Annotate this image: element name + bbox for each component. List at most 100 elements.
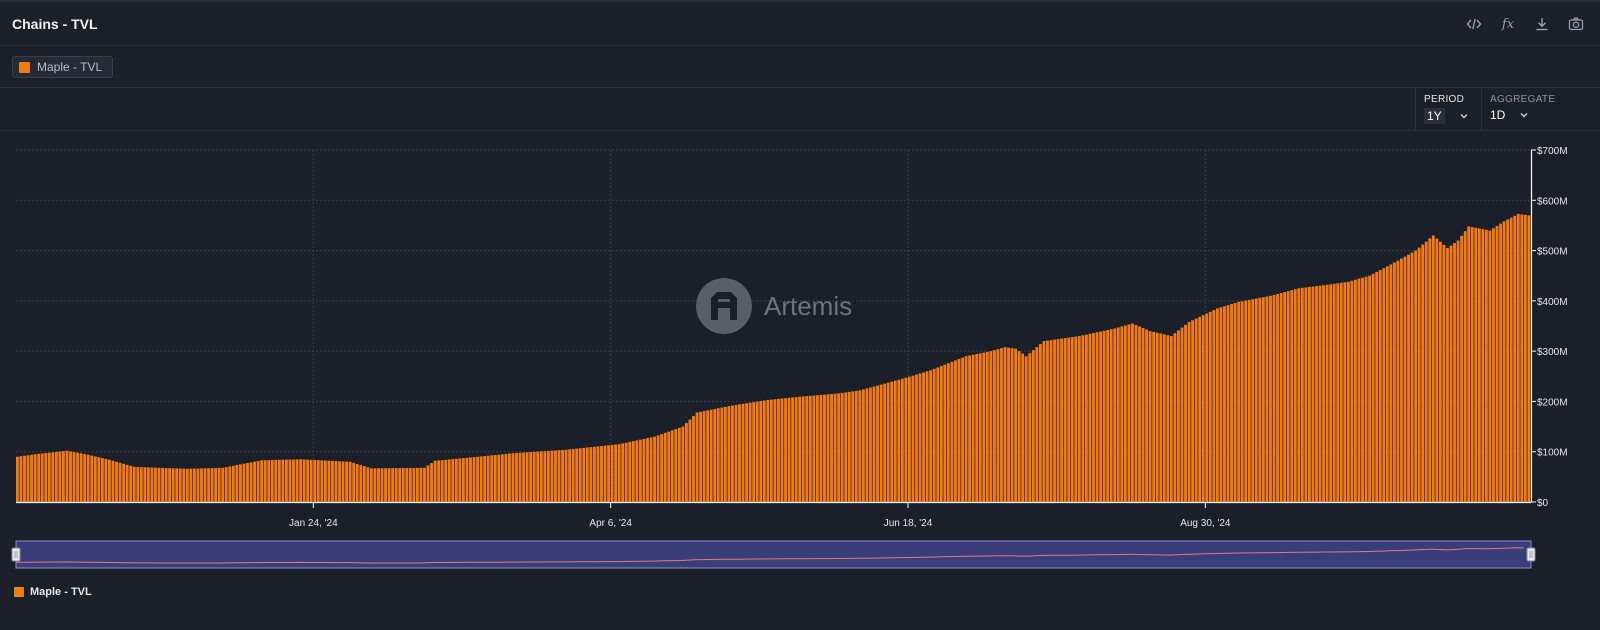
tvl-bar xyxy=(373,468,377,502)
tvl-bar xyxy=(508,453,511,502)
tvl-bar xyxy=(631,441,635,502)
tvl-bar xyxy=(727,406,731,502)
tvl-bar xyxy=(1205,313,1209,502)
tvl-bar xyxy=(946,363,950,502)
formula-icon[interactable]: fx xyxy=(1498,14,1518,34)
tvl-bar xyxy=(883,383,887,502)
tvl-bar xyxy=(982,352,986,502)
tvl-bar xyxy=(260,460,264,502)
tvl-bar xyxy=(844,392,848,502)
tvl-bar xyxy=(1357,278,1361,502)
tvl-bar xyxy=(766,399,770,502)
tvl-bar xyxy=(706,410,710,502)
tvl-bar xyxy=(1368,275,1372,502)
tvl-bar xyxy=(90,455,94,502)
tvl-bar xyxy=(1134,324,1138,502)
navigator-handle-right[interactable] xyxy=(1526,547,1536,562)
tvl-bar xyxy=(1382,268,1386,502)
tvl-bar xyxy=(380,468,384,502)
tvl-bar xyxy=(171,468,175,502)
tvl-bar xyxy=(915,374,918,502)
x-tick-label: Apr 6, '24 xyxy=(589,518,632,529)
tvl-bar xyxy=(369,468,373,502)
tvl-bar xyxy=(674,429,678,502)
chevron-down-icon xyxy=(1520,113,1528,118)
tvl-bar xyxy=(1102,330,1106,502)
tvl-bar xyxy=(129,465,133,502)
tvl-bar xyxy=(313,459,317,502)
tvl-bar xyxy=(246,463,249,502)
tvl-bar xyxy=(1095,332,1099,502)
tvl-bar xyxy=(1389,264,1393,502)
tvl-bar xyxy=(479,456,483,502)
tvl-bar xyxy=(854,390,858,502)
tvl-bar xyxy=(1492,228,1495,502)
tvl-bar xyxy=(996,349,1000,502)
tvl-bar xyxy=(483,456,487,502)
tvl-bar xyxy=(1237,301,1241,502)
tvl-bar xyxy=(978,353,982,502)
tvl-bar xyxy=(1516,213,1520,502)
tvl-bar xyxy=(122,463,126,502)
series-chip-maple-tvl[interactable]: Maple - TVL xyxy=(12,56,114,78)
tvl-bar xyxy=(1067,337,1071,502)
tvl-bar xyxy=(447,459,451,502)
period-selector[interactable]: PERIOD 1Y xyxy=(1415,88,1480,130)
tvl-bar xyxy=(302,459,306,502)
tvl-bar xyxy=(249,462,253,502)
tvl-bar xyxy=(1152,331,1156,502)
tvl-bar xyxy=(1074,336,1078,502)
tvl-bar xyxy=(603,445,607,502)
tvl-bar xyxy=(161,467,164,502)
top-border xyxy=(0,0,1600,2)
camera-icon[interactable] xyxy=(1566,14,1586,34)
tvl-bar xyxy=(575,448,579,502)
period-value: 1Y xyxy=(1424,108,1445,124)
tvl-bar xyxy=(338,461,341,502)
y-tick-label: $100M xyxy=(1537,448,1568,459)
download-icon[interactable] xyxy=(1532,14,1552,34)
tvl-bar xyxy=(462,458,465,502)
navigator-handle-left[interactable] xyxy=(11,547,21,562)
tvl-bar xyxy=(1024,356,1028,502)
bottom-legend-item[interactable]: Maple - TVL xyxy=(14,586,92,598)
tvl-bar xyxy=(430,463,433,502)
tvl-bar xyxy=(1141,328,1145,502)
tvl-bar xyxy=(72,452,76,502)
tvl-bar xyxy=(748,402,752,502)
tvl-bar xyxy=(954,360,957,502)
tvl-bar xyxy=(203,468,207,502)
tvl-bar xyxy=(415,467,419,502)
tvl-bar xyxy=(773,399,777,502)
code-icon[interactable] xyxy=(1464,14,1484,34)
tvl-bar xyxy=(1346,281,1350,502)
tvl-bar xyxy=(543,451,547,502)
tvl-bar xyxy=(62,451,65,502)
tvl-bar xyxy=(525,452,529,502)
tvl-bar xyxy=(1169,336,1173,502)
tvl-bar xyxy=(316,460,320,502)
series-color-swatch xyxy=(19,61,30,73)
tvl-bar xyxy=(872,386,876,502)
navigator-window[interactable] xyxy=(15,540,1532,569)
tvl-bar xyxy=(1201,315,1205,502)
tvl-bar xyxy=(458,458,462,502)
tvl-bar xyxy=(207,468,210,502)
range-navigator[interactable] xyxy=(11,540,1536,569)
aggregate-selector[interactable]: AGGREGATE 1D xyxy=(1481,88,1561,130)
tvl-bar xyxy=(1269,295,1272,502)
tvl-bar xyxy=(646,438,649,502)
tvl-bar xyxy=(784,398,787,502)
tvl-bar xyxy=(571,448,575,502)
tvl-bar xyxy=(1463,231,1467,502)
aggregate-value: 1D xyxy=(1490,108,1506,122)
tvl-bar xyxy=(1456,240,1460,502)
tvl-bar xyxy=(500,454,504,502)
series-chip-label: Maple - TVL xyxy=(37,60,103,74)
tvl-bar xyxy=(968,355,972,502)
tvl-bar xyxy=(1070,337,1074,502)
tvl-bar xyxy=(791,397,795,502)
tvl-bar xyxy=(723,406,727,502)
tvl-bar xyxy=(600,446,603,502)
tvl-bar xyxy=(1414,250,1418,502)
